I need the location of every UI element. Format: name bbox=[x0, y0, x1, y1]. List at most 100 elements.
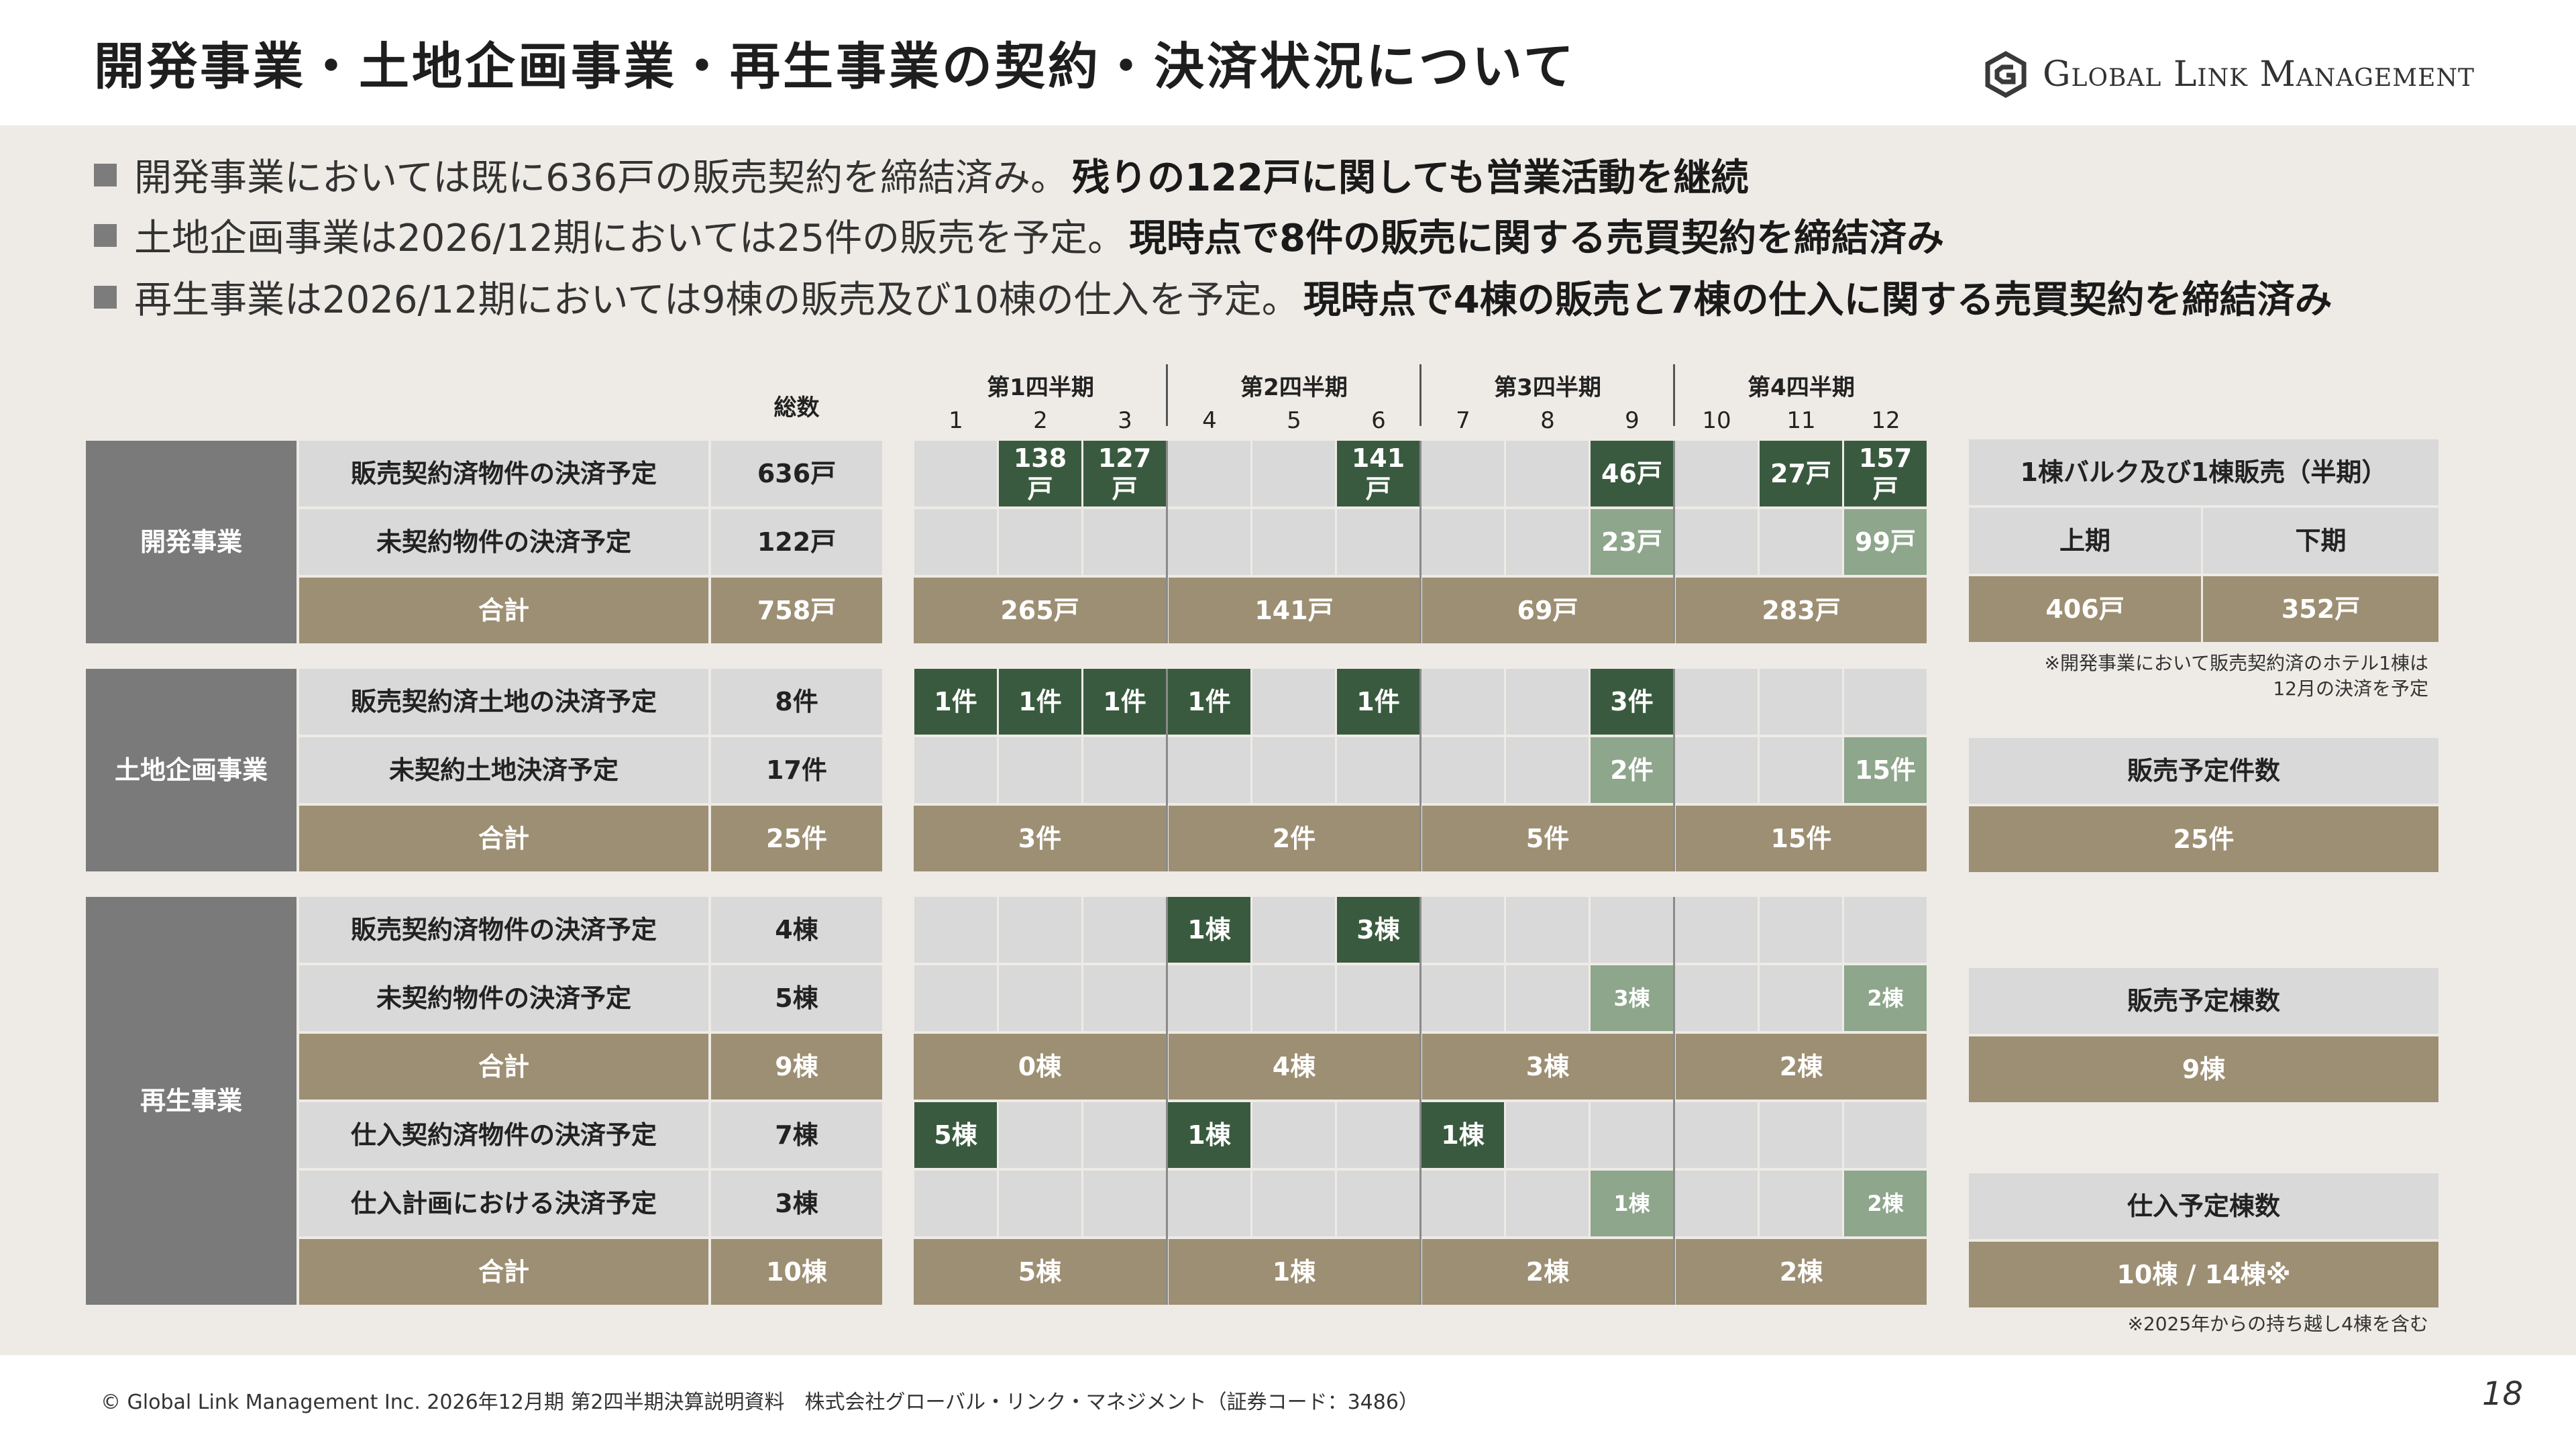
month-empty-cell bbox=[1506, 1102, 1589, 1168]
row-label: 販売契約済物件の決済予定 bbox=[299, 441, 708, 506]
row-total: 10棟 bbox=[711, 1239, 882, 1305]
purchase-value: 10棟 / 14棟※ bbox=[1969, 1242, 2438, 1307]
row-label: 販売契約済物件の決済予定 bbox=[299, 897, 708, 963]
month-empty-cell bbox=[1506, 441, 1589, 506]
month-empty-cell bbox=[1252, 1171, 1335, 1236]
month-value-cell: 1棟 bbox=[1168, 1102, 1250, 1168]
row-label: 未契約土地決済予定 bbox=[299, 737, 708, 803]
month-empty-cell bbox=[1252, 441, 1335, 506]
month-header: 9 bbox=[1625, 407, 1640, 434]
quarter-total: 2棟 bbox=[1676, 1034, 1927, 1099]
month-value-cell: 1棟 bbox=[1168, 897, 1250, 963]
row-total: 8件 bbox=[711, 669, 882, 735]
month-value-cell: 1件 bbox=[1083, 669, 1166, 735]
month-value-cell: 15件 bbox=[1844, 737, 1927, 803]
month-value-cell: 99戸 bbox=[1844, 509, 1927, 575]
month-empty-cell bbox=[1675, 1171, 1758, 1236]
month-header: 7 bbox=[1456, 407, 1470, 434]
row-total: 4棟 bbox=[711, 897, 882, 963]
total-column-header: 総数 bbox=[773, 394, 820, 421]
month-value-cell: 1件 bbox=[999, 669, 1081, 735]
bullet-square-icon bbox=[94, 285, 117, 309]
page-title: 開発事業・土地企画事業・再生事業の契約・決済状況について bbox=[94, 37, 1576, 96]
month-empty-cell bbox=[1675, 1102, 1758, 1168]
total-row-label: 合計 bbox=[299, 578, 708, 643]
renovation-sales-value: 9棟 bbox=[1969, 1036, 2438, 1102]
month-empty-cell bbox=[1506, 669, 1589, 735]
month-empty-cell bbox=[1421, 965, 1504, 1031]
row-total: 7棟 bbox=[711, 1102, 882, 1168]
month-empty-cell bbox=[1760, 965, 1842, 1031]
month-empty-cell bbox=[1506, 509, 1589, 575]
logo-text: Global Link Management bbox=[2043, 54, 2475, 95]
month-empty-cell bbox=[1760, 737, 1842, 803]
row-total: 122戸 bbox=[711, 509, 882, 575]
month-value-cell: 1棟 bbox=[1591, 1171, 1673, 1236]
row-label: 仕入契約済物件の決済予定 bbox=[299, 1102, 708, 1168]
quarter-divider bbox=[1673, 897, 1675, 1305]
bullet-text: 再生事業は2026/12期においては9棟の販売及び10棟の仕入を予定。 bbox=[134, 278, 1299, 322]
quarter-divider bbox=[1166, 669, 1168, 871]
month-empty-cell bbox=[1168, 441, 1250, 506]
land-sales-value: 25件 bbox=[1969, 806, 2438, 872]
bullet-development: 開発事業においては既に636戸の販売契約を締結済み。 残りの122戸に関しても営業… bbox=[94, 148, 1749, 202]
quarter-total: 1棟 bbox=[1169, 1239, 1419, 1305]
month-empty-cell bbox=[1337, 1102, 1419, 1168]
total-row-label: 合計 bbox=[299, 1034, 708, 1099]
row-label: 販売契約済土地の決済予定 bbox=[299, 669, 708, 735]
bullet-land: 土地企画事業は2026/12期においては25件の販売を予定。 現時点で8件の販売に… bbox=[94, 208, 1944, 262]
land-sales-title: 販売予定件数 bbox=[1969, 738, 2438, 804]
hotel-note-line-2: 12月の決済を予定 bbox=[2273, 678, 2428, 700]
month-header: 1 bbox=[949, 407, 963, 434]
month-empty-cell bbox=[1337, 1171, 1419, 1236]
month-empty-cell bbox=[1421, 1171, 1504, 1236]
quarter-total: 2棟 bbox=[1676, 1239, 1927, 1305]
month-value-cell: 138 戸 bbox=[999, 441, 1081, 506]
month-empty-cell bbox=[1083, 1171, 1166, 1236]
month-empty-cell bbox=[1421, 441, 1504, 506]
month-value-cell: 1棟 bbox=[1421, 1102, 1504, 1168]
section-label: 土地企画事業 bbox=[86, 669, 297, 871]
month-empty-cell bbox=[1675, 897, 1758, 963]
month-empty-cell bbox=[1506, 1171, 1589, 1236]
section-label: 開発事業 bbox=[86, 441, 297, 643]
month-empty-cell bbox=[1760, 1102, 1842, 1168]
month-empty-cell bbox=[1675, 965, 1758, 1031]
quarter-total: 4棟 bbox=[1169, 1034, 1419, 1099]
month-empty-cell bbox=[1252, 509, 1335, 575]
month-empty-cell bbox=[1421, 509, 1504, 575]
total-row-label: 合計 bbox=[299, 806, 708, 871]
month-empty-cell bbox=[1506, 737, 1589, 803]
month-empty-cell bbox=[999, 1171, 1081, 1236]
month-empty-cell bbox=[1760, 669, 1842, 735]
bullet-highlight: 現時点で4棟の販売と7棟の仕入に関する売買契約を締結済み bbox=[1303, 278, 2332, 322]
first-half-header: 上期 bbox=[1969, 508, 2201, 574]
quarter-divider bbox=[1419, 364, 1421, 426]
month-header: 11 bbox=[1786, 407, 1816, 434]
quarter-total: 2件 bbox=[1169, 806, 1419, 871]
month-empty-cell bbox=[1252, 669, 1335, 735]
row-total: 3棟 bbox=[711, 1171, 882, 1236]
quarter-total: 3棟 bbox=[1422, 1034, 1673, 1099]
month-value-cell: 1件 bbox=[1168, 669, 1250, 735]
month-empty-cell bbox=[999, 897, 1081, 963]
row-label: 未契約物件の決済予定 bbox=[299, 509, 708, 575]
month-empty-cell bbox=[914, 965, 997, 1031]
month-empty-cell bbox=[1083, 509, 1166, 575]
total-row-label: 合計 bbox=[299, 1239, 708, 1305]
first-half-value: 406戸 bbox=[1969, 576, 2201, 642]
page-number: 18 bbox=[2482, 1375, 2524, 1413]
month-empty-cell bbox=[1337, 965, 1419, 1031]
month-empty-cell bbox=[999, 1102, 1081, 1168]
quarter-divider bbox=[1166, 897, 1168, 1305]
month-empty-cell bbox=[1675, 669, 1758, 735]
glm-logo-icon bbox=[1985, 51, 2027, 98]
month-empty-cell bbox=[1252, 737, 1335, 803]
quarter-total: 283戸 bbox=[1676, 578, 1927, 643]
month-empty-cell bbox=[1675, 737, 1758, 803]
month-empty-cell bbox=[999, 509, 1081, 575]
month-empty-cell bbox=[1506, 897, 1589, 963]
footer-copyright: © Global Link Management Inc. 2026年12月期 … bbox=[101, 1391, 1419, 1414]
quarter-total: 69戸 bbox=[1422, 578, 1673, 643]
